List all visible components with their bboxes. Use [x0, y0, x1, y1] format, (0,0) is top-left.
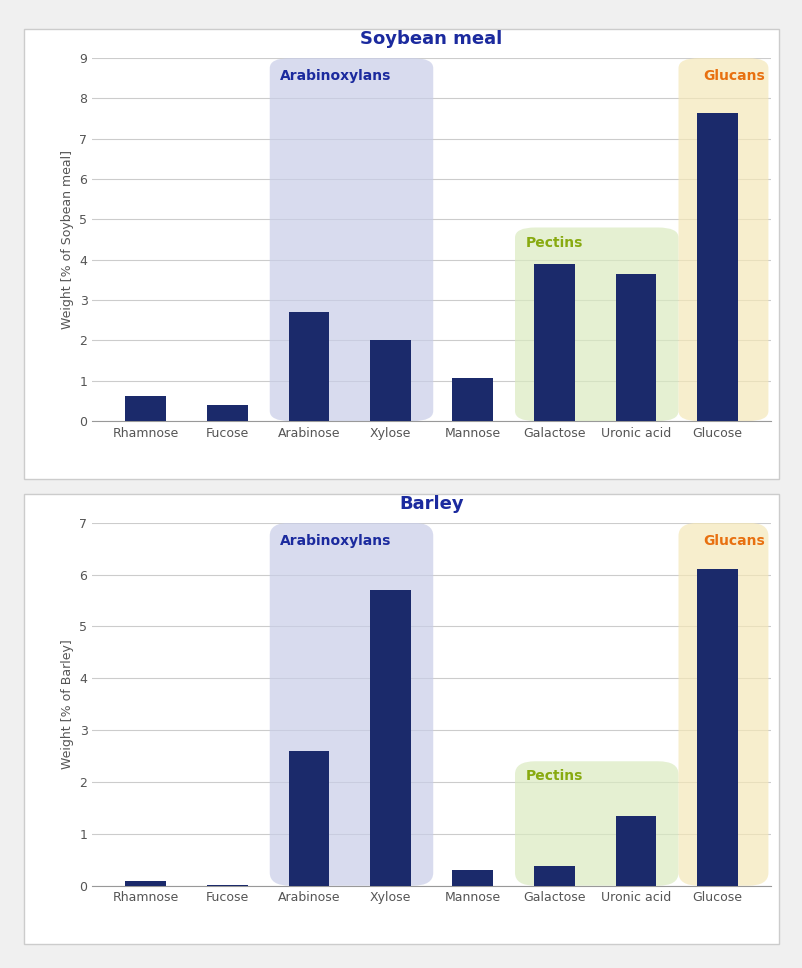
- FancyBboxPatch shape: [514, 227, 678, 421]
- FancyBboxPatch shape: [678, 523, 768, 886]
- Bar: [696, 112, 737, 421]
- Bar: [125, 396, 166, 421]
- Bar: [452, 870, 492, 886]
- Bar: [207, 885, 247, 886]
- Text: Glucans: Glucans: [703, 69, 764, 83]
- Bar: [696, 569, 737, 886]
- FancyBboxPatch shape: [514, 761, 678, 886]
- FancyBboxPatch shape: [269, 58, 433, 421]
- Text: Pectins: Pectins: [525, 769, 582, 783]
- Text: Glucans: Glucans: [703, 533, 764, 548]
- Bar: [125, 881, 166, 886]
- Bar: [370, 341, 411, 421]
- Bar: [370, 590, 411, 886]
- Bar: [615, 274, 655, 421]
- Text: Arabinoxylans: Arabinoxylans: [280, 69, 391, 83]
- Y-axis label: Weight [% of Soybean meal]: Weight [% of Soybean meal]: [61, 150, 74, 329]
- FancyBboxPatch shape: [678, 58, 768, 421]
- Bar: [288, 312, 329, 421]
- Bar: [615, 816, 655, 886]
- Bar: [452, 378, 492, 421]
- Text: Arabinoxylans: Arabinoxylans: [280, 533, 391, 548]
- FancyBboxPatch shape: [269, 523, 433, 886]
- Text: Pectins: Pectins: [525, 235, 582, 250]
- Title: Barley: Barley: [399, 495, 464, 513]
- Bar: [288, 751, 329, 886]
- Title: Soybean meal: Soybean meal: [360, 30, 502, 48]
- Bar: [533, 264, 574, 421]
- Bar: [207, 405, 247, 421]
- Bar: [533, 866, 574, 886]
- Y-axis label: Weight [% of Barley]: Weight [% of Barley]: [61, 639, 74, 770]
